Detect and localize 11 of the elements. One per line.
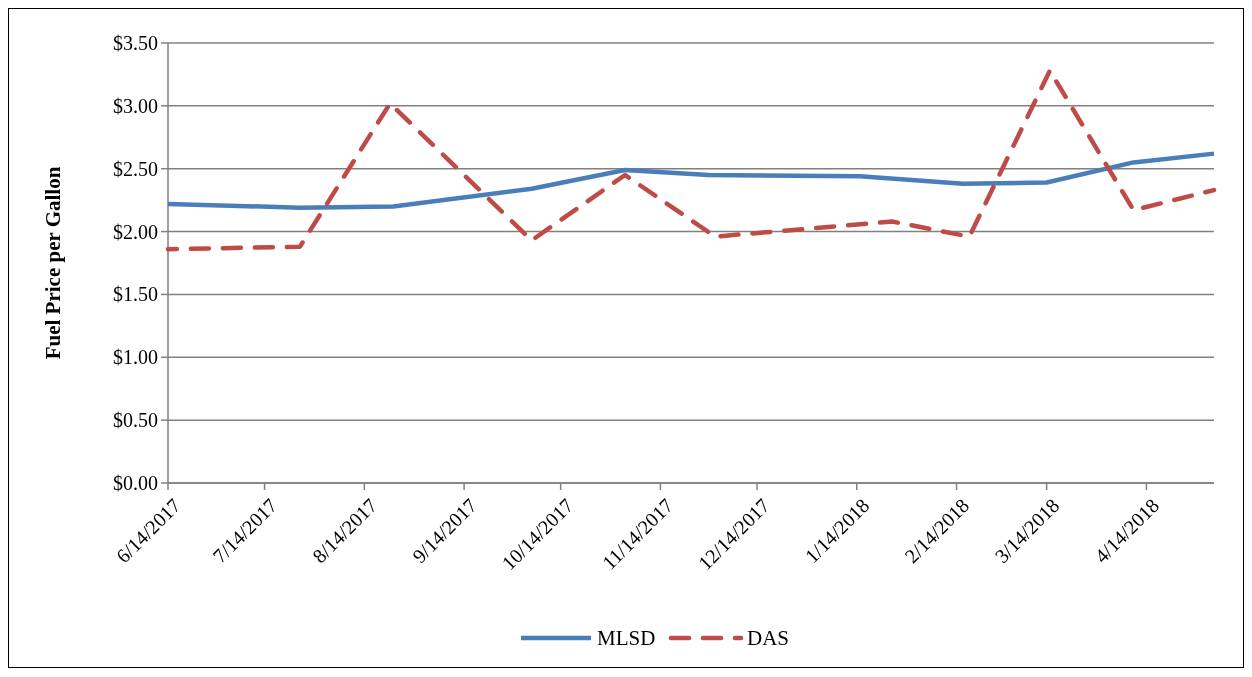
- y-axis-title: Fuel Price per Gallon: [41, 166, 65, 360]
- y-tick-label: $2.00: [113, 220, 158, 243]
- y-tick-label: $2.50: [113, 157, 158, 180]
- y-tick-label: $0.00: [113, 472, 158, 494]
- y-tick-label: $1.50: [113, 283, 158, 306]
- legend-label: DAS: [747, 626, 790, 651]
- y-tick-label: $3.00: [113, 94, 158, 117]
- y-tick-label: $0.50: [113, 409, 158, 432]
- y-tick-label: $1.00: [113, 346, 158, 369]
- y-tick-label: $3.50: [113, 32, 158, 54]
- legend-label: MLSD: [597, 626, 656, 651]
